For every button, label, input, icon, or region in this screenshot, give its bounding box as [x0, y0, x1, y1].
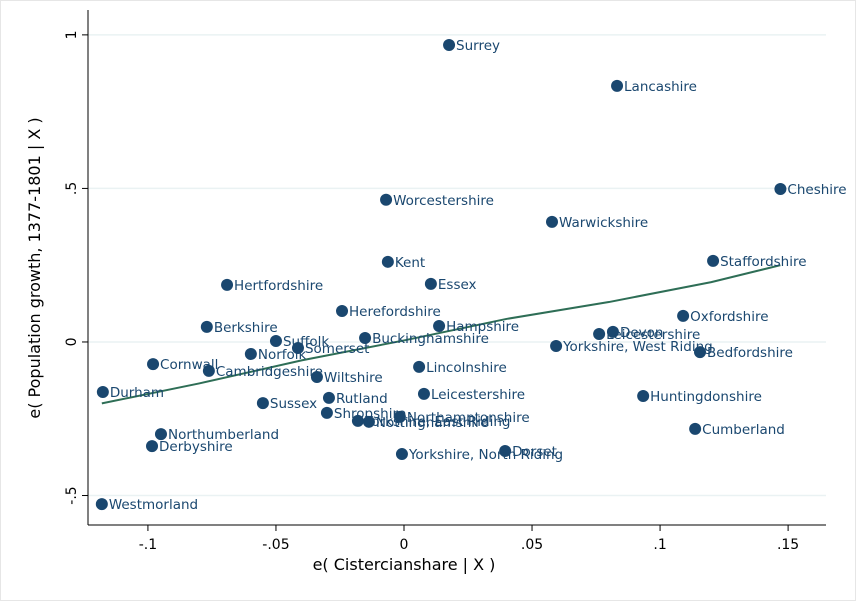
point-label: Cumberland [702, 422, 785, 438]
point-label: Lancashire [624, 79, 697, 95]
point-label: Northumberland [168, 427, 279, 443]
point-label: Surrey [456, 38, 500, 54]
point [546, 215, 559, 228]
point [424, 277, 437, 290]
point-label: Oxfordshire [690, 309, 768, 325]
point-label: Lincolnshire [426, 360, 507, 376]
point [200, 320, 213, 333]
x-tick-label: -.1 [139, 537, 157, 553]
point [320, 406, 333, 419]
point [244, 347, 257, 360]
point [707, 254, 720, 267]
point-label: Hampshire [446, 319, 519, 335]
point [677, 309, 690, 322]
point-label: Yorkshire, East Riding [364, 414, 511, 430]
point [202, 364, 215, 377]
fit-line [101, 264, 781, 405]
point [336, 304, 349, 317]
x-tick-label: .1 [653, 537, 666, 553]
point [417, 387, 430, 400]
point-label: Kent [395, 255, 425, 271]
point-label: Berkshire [214, 320, 278, 336]
point-label: Bedfordshire [707, 345, 793, 361]
point-label: Yorkshire, North Riding [408, 447, 563, 463]
x-tick-label: 0 [400, 537, 409, 553]
point [433, 320, 446, 333]
x-tick-label: .05 [521, 537, 543, 553]
point [359, 331, 372, 344]
point [96, 386, 109, 399]
point [147, 358, 160, 371]
point-label: Herefordshire [349, 304, 441, 320]
point-label: Shropshire [334, 406, 406, 422]
x-tick-label: .15 [777, 537, 799, 553]
y-tick-label: 0 [64, 338, 80, 347]
point [694, 346, 707, 359]
point [611, 79, 624, 92]
point-label: Staffordshire [720, 254, 806, 270]
point-label: Buckinghamshire [372, 331, 489, 347]
point [322, 391, 335, 404]
point-label: Devon [620, 325, 664, 341]
point [393, 410, 406, 423]
point-label: Worcestershire [393, 193, 494, 209]
point-label: Norfolk [258, 347, 307, 363]
point [351, 414, 364, 427]
y-axis-title: e( Population growth, 1377-1801 | X ) [25, 117, 44, 418]
point [637, 390, 650, 403]
point-label: Cambridgeshire [216, 364, 323, 380]
point [689, 422, 702, 435]
point-label: Yorkshire, West Riding [562, 339, 713, 355]
point [310, 370, 323, 383]
point-label: Rutland [336, 391, 388, 407]
x-axis-title: e( Cistercianshare | X ) [313, 555, 496, 574]
point [606, 325, 619, 338]
y-tick-label: .5 [64, 182, 80, 195]
point-label: Dorset [512, 444, 557, 460]
point [413, 360, 426, 373]
point-label: Durham [110, 385, 164, 401]
point [221, 278, 234, 291]
point [362, 415, 375, 428]
point-label: Cheshire [787, 182, 846, 198]
y-tick-label: 1 [64, 30, 80, 39]
point [154, 428, 167, 441]
point-label: Hertfordshire [234, 278, 323, 294]
point [395, 448, 408, 461]
point-label: Somerset [305, 341, 369, 357]
x-tick-label: -.05 [262, 537, 289, 553]
point [550, 339, 563, 352]
point [774, 183, 787, 196]
point-label: Westmorland [109, 497, 198, 513]
point [593, 327, 606, 340]
point [443, 39, 456, 52]
point-label: Leicestershire [431, 387, 525, 403]
point-label: Warwickshire [559, 215, 648, 231]
point [291, 341, 304, 354]
point-label: Sussex [270, 396, 317, 412]
point-label: Essex [438, 277, 477, 293]
y-tick-label: -.5 [64, 486, 80, 504]
point [381, 255, 394, 268]
point [269, 335, 282, 348]
point [380, 193, 393, 206]
point [146, 440, 159, 453]
point [256, 397, 269, 410]
point-label: Leicestershire [606, 327, 700, 343]
point-label: Northamptonshire [407, 410, 530, 426]
point [499, 444, 512, 457]
point-label: Wiltshire [324, 370, 383, 386]
point-label: Nottinghamshire [376, 415, 489, 431]
point-label: Derbyshire [159, 439, 233, 455]
point-label: Huntingdonshire [650, 389, 762, 405]
point [95, 498, 108, 511]
